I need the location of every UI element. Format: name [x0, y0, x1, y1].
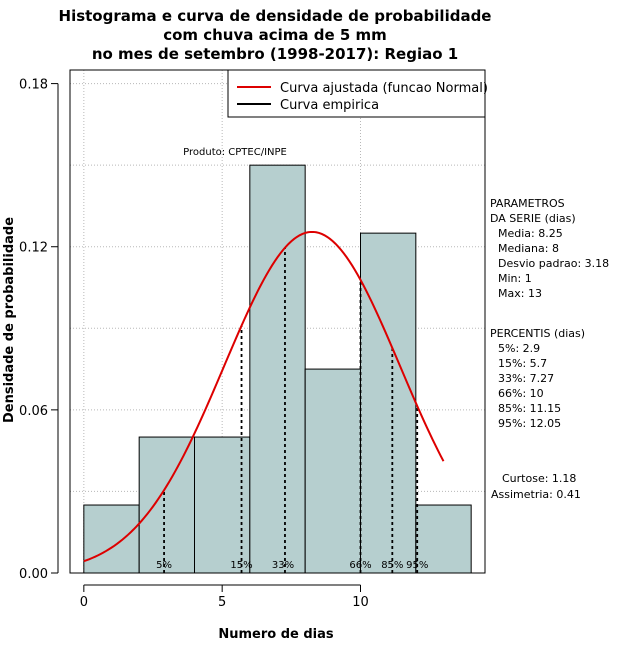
- histogram-bar: [304, 368, 361, 574]
- y-tick-label: 0.00: [19, 567, 48, 582]
- percentile-label: 95%: [406, 560, 428, 571]
- parametros-heading: PARAMETROS: [490, 197, 565, 210]
- percentile-label: 15%: [230, 560, 252, 571]
- title-line: com chuva acima de 5 mm: [163, 26, 387, 44]
- legend-label: Curva empirica: [280, 98, 379, 113]
- x-tick-label: 10: [352, 595, 369, 610]
- stats-line: Curtose: 1.18: [502, 472, 576, 485]
- legend-box: [227, 69, 486, 118]
- percentile-label: 5%: [156, 560, 172, 571]
- x-axis-label: Numero de dias: [218, 627, 334, 642]
- histogram-bar: [415, 504, 472, 574]
- percentis-line: 15%: 5.7: [498, 357, 547, 370]
- percentile-label: 85%: [381, 560, 403, 571]
- histogram-bars: [83, 164, 472, 574]
- histogram-bar: [360, 232, 417, 574]
- histogram-bar: [83, 504, 140, 574]
- y-tick-label: 0.06: [19, 404, 48, 419]
- parametros-line: Max: 13: [498, 287, 542, 300]
- histogram-bar: [249, 164, 306, 574]
- annotation-produto: Produto: CPTEC/INPE: [183, 147, 287, 158]
- percentis-line: 33%: 7.27: [498, 372, 554, 385]
- y-tick-label: 0.18: [19, 78, 48, 93]
- parametros-line: Mediana: 8: [498, 242, 559, 255]
- x-tick-label: 5: [218, 595, 226, 610]
- percentis-line: 85%: 11.15: [498, 402, 561, 415]
- parametros-line: Desvio padrao: 3.18: [498, 257, 609, 270]
- axes: 0 5 10 0.00 0.06 0.12 0.18: [19, 78, 369, 610]
- parametros-line: Min: 1: [498, 272, 532, 285]
- x-tick-label: 0: [80, 595, 88, 610]
- percentile-label: 33%: [272, 560, 294, 571]
- percentis-line: 5%: 2.9: [498, 342, 540, 355]
- parametros-line: Media: 8.25: [498, 227, 563, 240]
- y-axis-label: Densidade de probabilidade: [2, 217, 17, 423]
- percentis-line: 95%: 12.05: [498, 417, 561, 430]
- statistics-panel: PARAMETROS DA SERIE (dias) Media: 8.25 Medi…: [490, 197, 609, 501]
- percentile-label: 66%: [349, 560, 371, 571]
- histogram-bar: [138, 436, 196, 574]
- chart-title: Histograma e curva de densidade de proba…: [59, 7, 492, 63]
- title-line: Histograma e curva de densidade de proba…: [59, 7, 492, 25]
- percentis-line: 66%: 10: [498, 387, 544, 400]
- parametros-heading: DA SERIE (dias): [490, 212, 576, 225]
- percentile-lines: 5% 15% 33% 66% 85% 95%: [156, 247, 428, 573]
- fitted-curve: [83, 230, 445, 563]
- stats-line: Assimetria: 0.41: [491, 488, 581, 501]
- percentis-heading: PERCENTIS (dias): [490, 327, 585, 340]
- title-line: no mes de setembro (1998-2017): Regiao 1: [92, 45, 458, 63]
- normal-curve-line: [83, 230, 445, 563]
- legend: Curva ajustada (funcao Normal) Curva empi…: [227, 69, 488, 118]
- y-tick-label: 0.12: [19, 241, 48, 256]
- legend-label: Curva ajustada (funcao Normal): [280, 81, 488, 96]
